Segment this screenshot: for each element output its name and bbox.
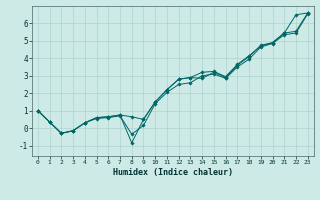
X-axis label: Humidex (Indice chaleur): Humidex (Indice chaleur) xyxy=(113,168,233,177)
